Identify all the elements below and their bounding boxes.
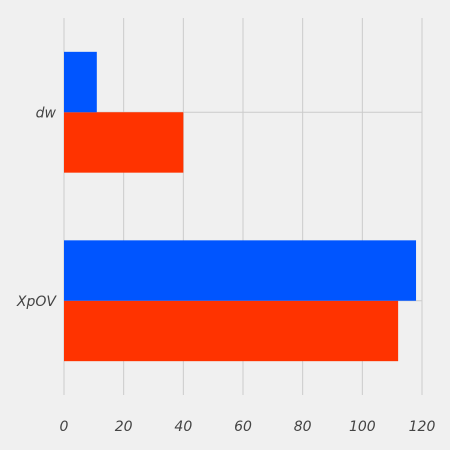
x-tick-label-5: 100 [349, 419, 376, 435]
bars-layer [64, 51, 417, 362]
category-label-XpOV: XpOV [16, 294, 57, 310]
x-tick-label-2: 40 [174, 419, 192, 435]
x-tick-label-6: 120 [409, 419, 436, 435]
grid-layer [63, 18, 423, 395]
bar-dw-series-1 [64, 51, 97, 113]
bar-XpOV-series-1 [64, 240, 417, 301]
x-tick-label-3: 60 [234, 419, 252, 435]
x-tick-label-1: 20 [115, 419, 133, 435]
x-tick-label-4: 80 [294, 419, 312, 435]
bar-XpOV-series-0 [64, 300, 399, 362]
bar-dw-series-0 [64, 112, 184, 173]
x-axis-ticks: 0 20 40 60 80 100 120 [60, 419, 436, 435]
y-axis-categories: XpOV dw [16, 105, 57, 310]
category-label-dw: dw [36, 105, 57, 121]
x-tick-label-0: 0 [60, 419, 69, 435]
